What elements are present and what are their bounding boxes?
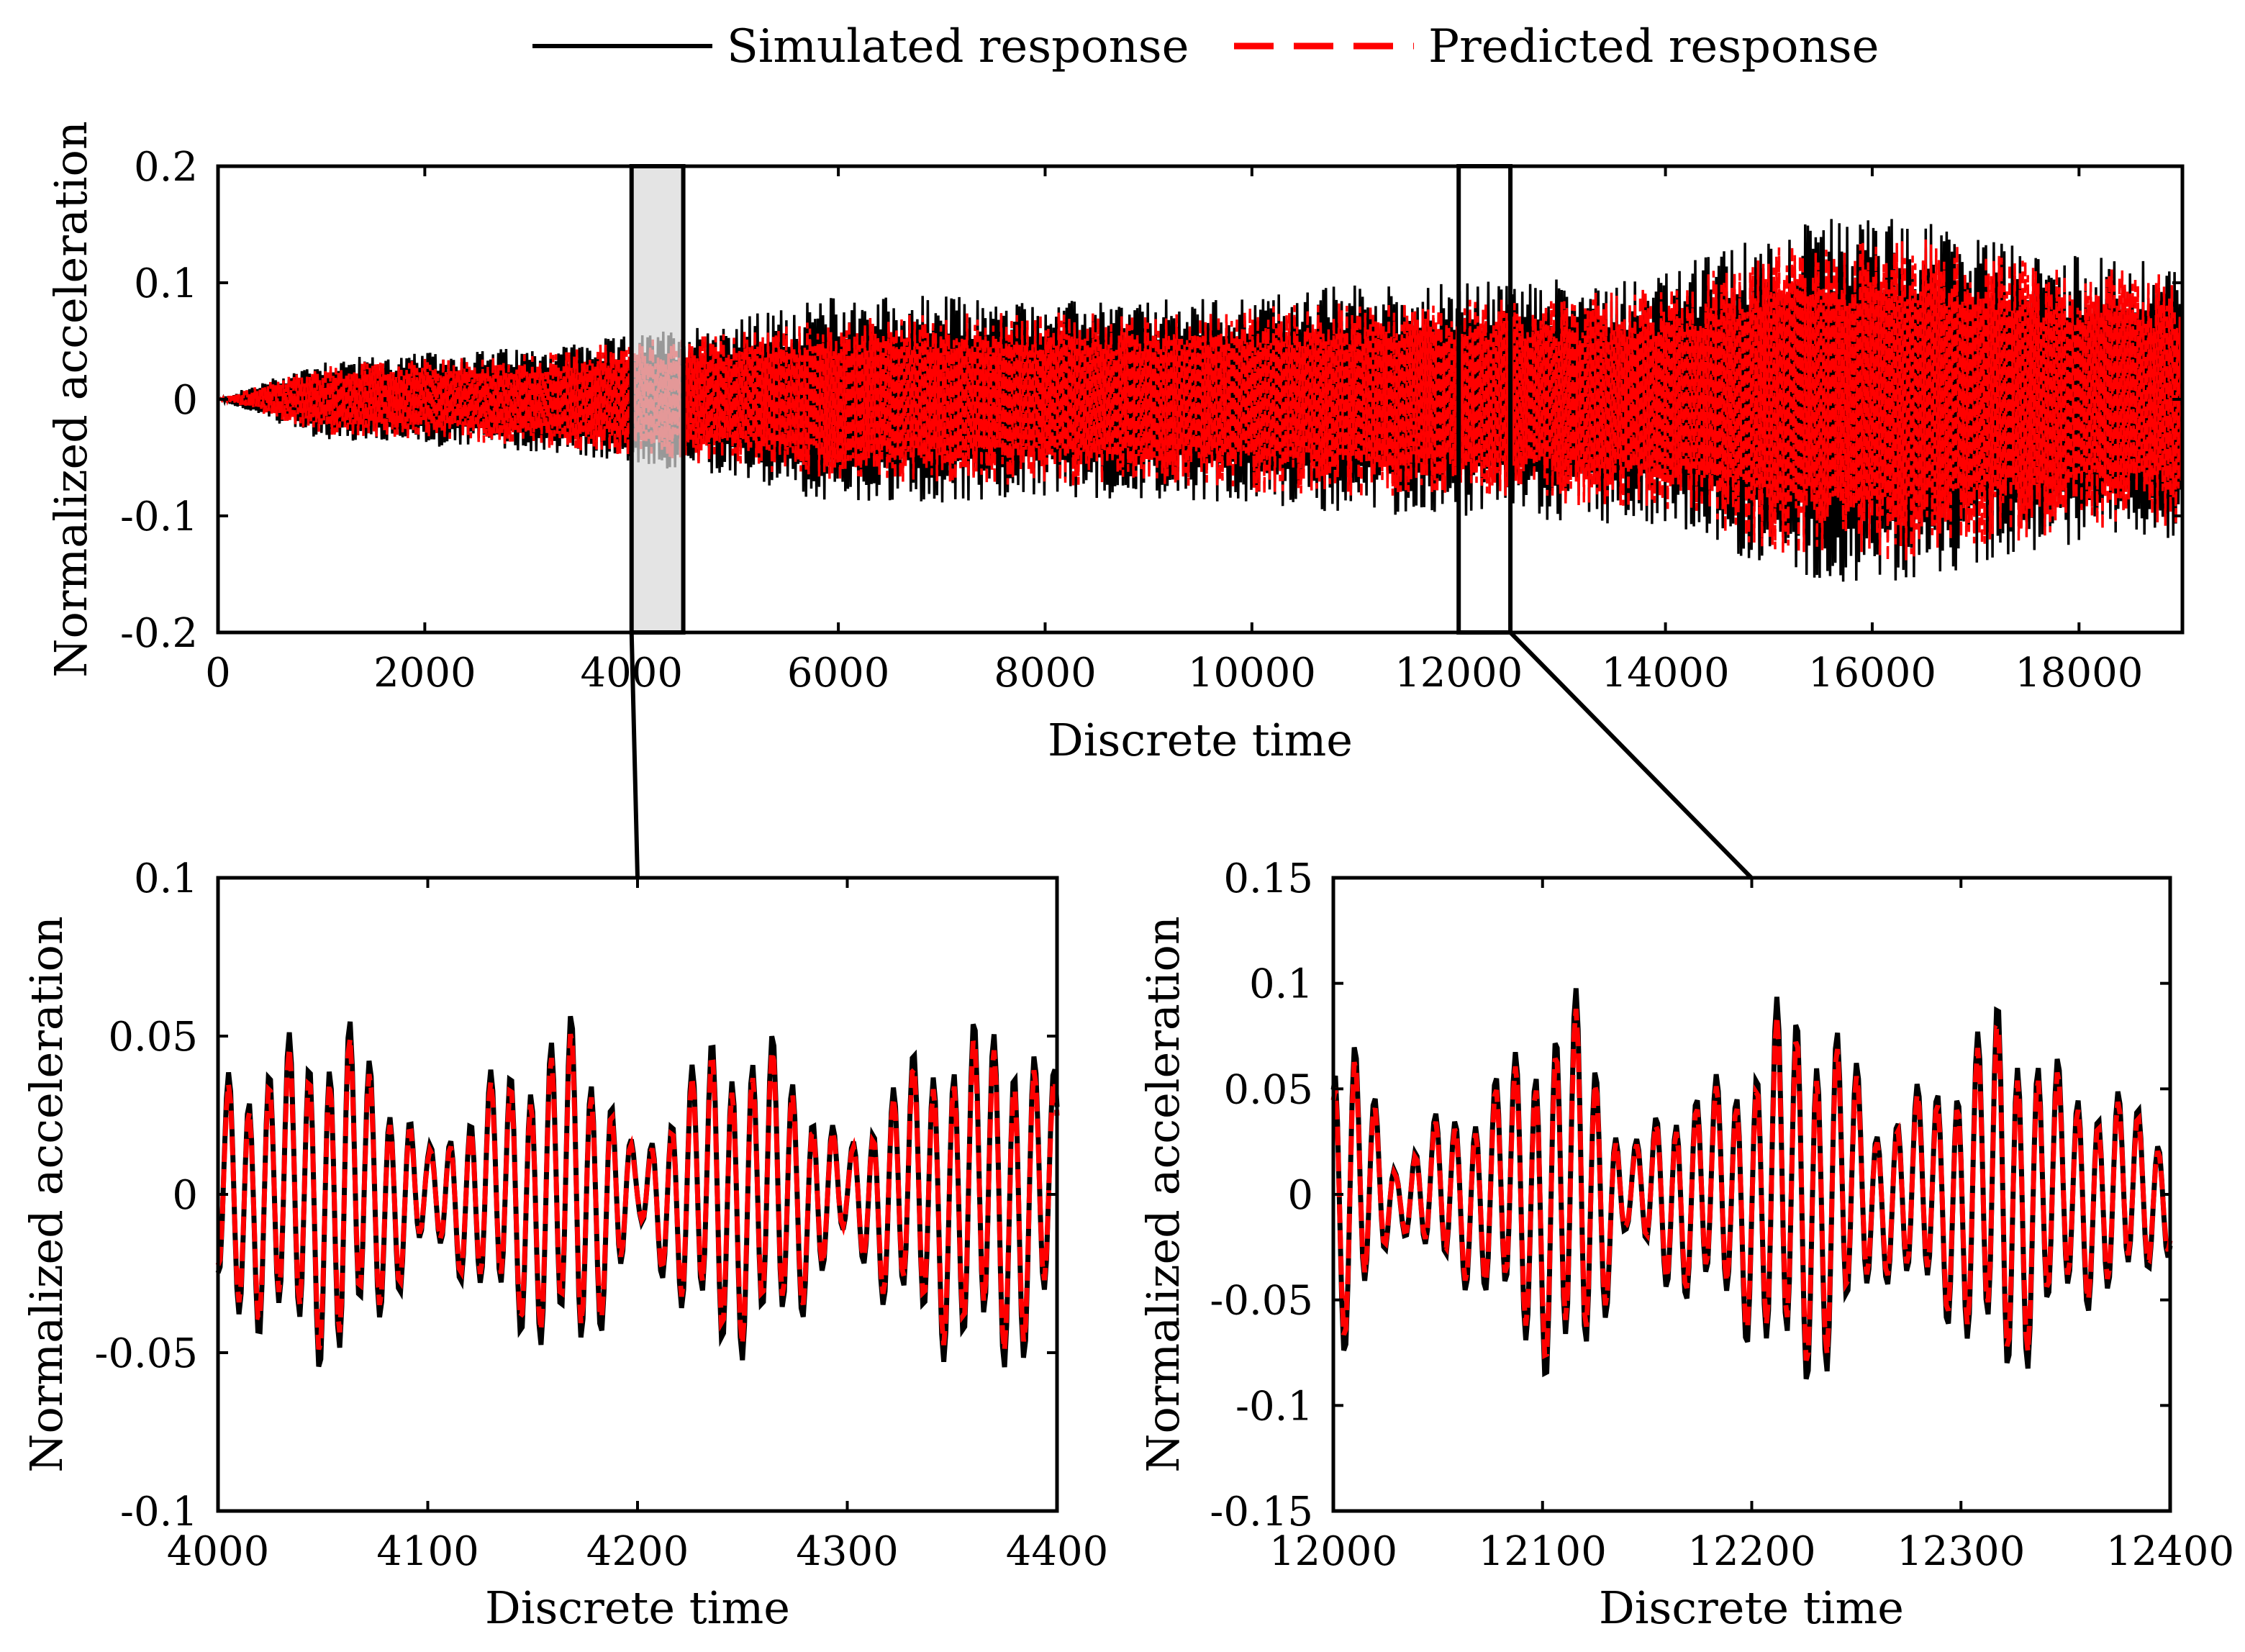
overview-zoom-boxes — [629, 164, 1513, 635]
xtick-label: 2000 — [373, 650, 476, 696]
overview-predicted-line — [217, 239, 2184, 561]
zoom-panel-2: 12000 12100 12200 12300 12400 -0.15 -0.1 -0.05 0… — [1137, 856, 2234, 1634]
xtick-label: 12000 — [1269, 1528, 1397, 1575]
zoom-connectors — [629, 630, 1754, 880]
zoom1-ticks: 4000 4100 4200 4300 4400 -0.1 -0.05 0 0.05 0.1 — [94, 856, 1108, 1575]
overview-xlabel: Discrete time — [1048, 714, 1353, 766]
ytick-label: -0.2 — [120, 610, 198, 657]
xtick-label: 4200 — [586, 1528, 689, 1575]
zoom2-ylabel: Normalized acceleration — [1137, 916, 1189, 1473]
zoom-panel-1: 4000 4100 4200 4300 4400 -0.1 -0.05 0 0.05 0.1 Di… — [20, 856, 1108, 1634]
connector-1 — [629, 632, 640, 879]
xtick-label: 8000 — [994, 650, 1097, 696]
xtick-label: 12400 — [2106, 1528, 2234, 1575]
ytick-label: 0.1 — [1249, 961, 1313, 1008]
xtick-label: 10000 — [1188, 650, 1316, 696]
xtick-label: 4300 — [796, 1528, 899, 1575]
ytick-label: 0 — [172, 1172, 198, 1219]
xtick-label: 4400 — [1006, 1528, 1109, 1575]
xtick-label: 12100 — [1479, 1528, 1607, 1575]
xtick-label: 0 — [205, 650, 231, 696]
xtick-label: 18000 — [2015, 650, 2143, 696]
ytick-label: -0.1 — [120, 1489, 198, 1535]
xtick-label: 16000 — [1808, 650, 1936, 696]
overview-ticks: 0200040006000800010000120001400016000180… — [120, 144, 2182, 696]
xtick-label: 4100 — [376, 1528, 479, 1575]
ytick-label: -0.1 — [1235, 1383, 1313, 1430]
ytick-label: 0.2 — [134, 144, 198, 191]
ytick-label: -0.05 — [1210, 1278, 1313, 1325]
xtick-label: 6000 — [787, 650, 890, 696]
xtick-label: 12000 — [1394, 650, 1523, 696]
ytick-label: -0.05 — [94, 1330, 198, 1377]
connector-2 — [1508, 630, 1754, 880]
zoom1-predicted-line — [215, 1033, 1060, 1351]
zoom2-ticks: 12000 12100 12200 12300 12400 -0.15 -0.1 -0.05 0… — [1210, 856, 2234, 1575]
xtick-label: 14000 — [1602, 650, 1730, 696]
xtick-label: 4000 — [167, 1528, 270, 1575]
legend-simulated-label: Simulated response — [727, 20, 1189, 73]
zoom1-xlabel: Discrete time — [485, 1581, 790, 1634]
zoom-box-1 — [629, 164, 686, 635]
legend-predicted-label: Predicted response — [1428, 20, 1879, 73]
zoom1-data — [215, 1015, 1060, 1368]
ytick-label: 0.15 — [1223, 856, 1313, 902]
zoom2-xlabel: Discrete time — [1599, 1581, 1904, 1634]
ytick-label: 0.05 — [108, 1014, 198, 1061]
ytick-label: -0.15 — [1210, 1489, 1313, 1535]
zoom2-predicted-line — [1330, 1008, 2173, 1361]
overview-data — [217, 219, 2184, 582]
ytick-label: 0.1 — [134, 856, 198, 902]
xtick-label: 12200 — [1687, 1528, 1815, 1575]
zoom1-ylabel: Normalized acceleration — [20, 916, 73, 1473]
legend: Simulated response Predicted response — [532, 20, 1879, 73]
ytick-label: 0 — [172, 377, 198, 424]
overview-ylabel: Normalized acceleration — [45, 121, 97, 678]
ytick-label: -0.1 — [120, 494, 198, 540]
overview-panel: 0200040006000800010000120001400016000180… — [45, 121, 2185, 766]
ytick-label: 0 — [1287, 1172, 1313, 1219]
ytick-label: 0.05 — [1223, 1066, 1313, 1113]
zoom2-data — [1330, 988, 2173, 1380]
ytick-label: 0.1 — [134, 260, 198, 307]
xtick-label: 12300 — [1897, 1528, 2025, 1575]
